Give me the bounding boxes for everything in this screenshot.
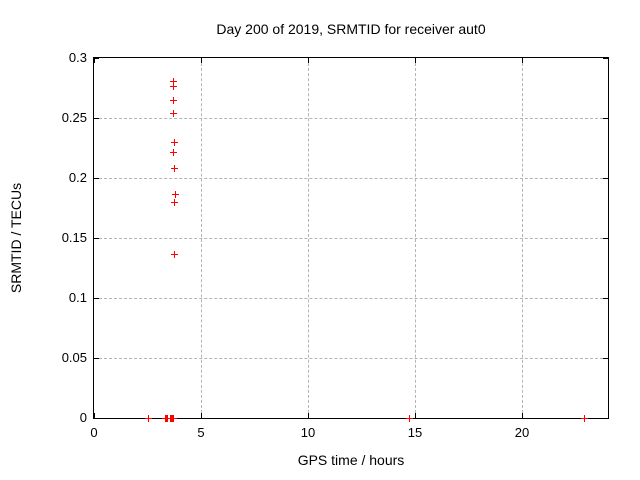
y-tick-right <box>603 358 608 359</box>
y-tick-left <box>94 358 99 359</box>
y-tick-right <box>603 298 608 299</box>
y-tick-label: 0.2 <box>68 170 87 185</box>
x-tick-bottom <box>201 413 202 418</box>
y-tick-left <box>94 418 99 419</box>
data-point-marker <box>170 415 177 422</box>
x-tick-bottom <box>522 413 523 418</box>
y-tick-left <box>94 298 99 299</box>
data-point-marker <box>171 165 178 172</box>
data-point-marker <box>170 97 177 104</box>
x-tick-bottom <box>308 413 309 418</box>
plot-area <box>93 57 609 422</box>
y-tick-right <box>603 418 608 419</box>
y-tick-right <box>603 238 608 239</box>
y-tick-right <box>603 58 608 59</box>
y-tick-label: 0.15 <box>61 230 87 245</box>
data-point-marker <box>170 110 177 117</box>
x-tick-top <box>522 58 523 63</box>
data-point-marker <box>170 83 177 90</box>
y-tick-label: 0.1 <box>68 290 87 305</box>
x-tick-label: 0 <box>90 425 98 440</box>
data-point-marker <box>170 149 177 156</box>
y-tick-right <box>603 118 608 119</box>
y-axis-label: SRMTID / TECUs <box>8 182 24 294</box>
data-point-marker <box>172 191 179 198</box>
y-tick-label: 0.05 <box>61 350 87 365</box>
data-point-marker <box>406 415 413 422</box>
y-tick-right <box>603 178 608 179</box>
y-tick-left <box>94 118 99 119</box>
y-gridline <box>94 298 608 299</box>
y-gridline <box>94 178 608 179</box>
x-tick-bottom <box>415 413 416 418</box>
y-tick-label: 0.3 <box>68 50 87 65</box>
x-tick-label: 10 <box>300 425 316 440</box>
y-tick-left <box>94 238 99 239</box>
y-tick-label: 0 <box>79 410 87 425</box>
x-tick-top <box>308 58 309 63</box>
y-tick-left <box>94 178 99 179</box>
x-tick-label: 15 <box>407 425 423 440</box>
y-gridline <box>94 238 608 239</box>
data-point-marker <box>170 78 177 85</box>
x-tick-top <box>415 58 416 63</box>
data-point-marker <box>171 139 178 146</box>
x-tick-label: 5 <box>197 425 205 440</box>
x-tick-top <box>201 58 202 63</box>
x-tick-top <box>94 58 95 63</box>
y-tick-left <box>94 58 99 59</box>
chart-title: Day 200 of 2019, SRMTID for receiver aut… <box>216 21 486 37</box>
data-point-marker <box>171 199 178 206</box>
x-tick-bottom <box>94 413 95 418</box>
data-point-marker <box>171 251 178 258</box>
data-point-marker <box>145 415 152 422</box>
data-point-marker <box>581 415 588 422</box>
y-gridline <box>94 118 608 119</box>
y-gridline <box>94 358 608 359</box>
y-tick-label: 0.25 <box>61 110 87 125</box>
x-tick-label: 20 <box>514 425 530 440</box>
x-axis-label: GPS time / hours <box>297 452 405 468</box>
